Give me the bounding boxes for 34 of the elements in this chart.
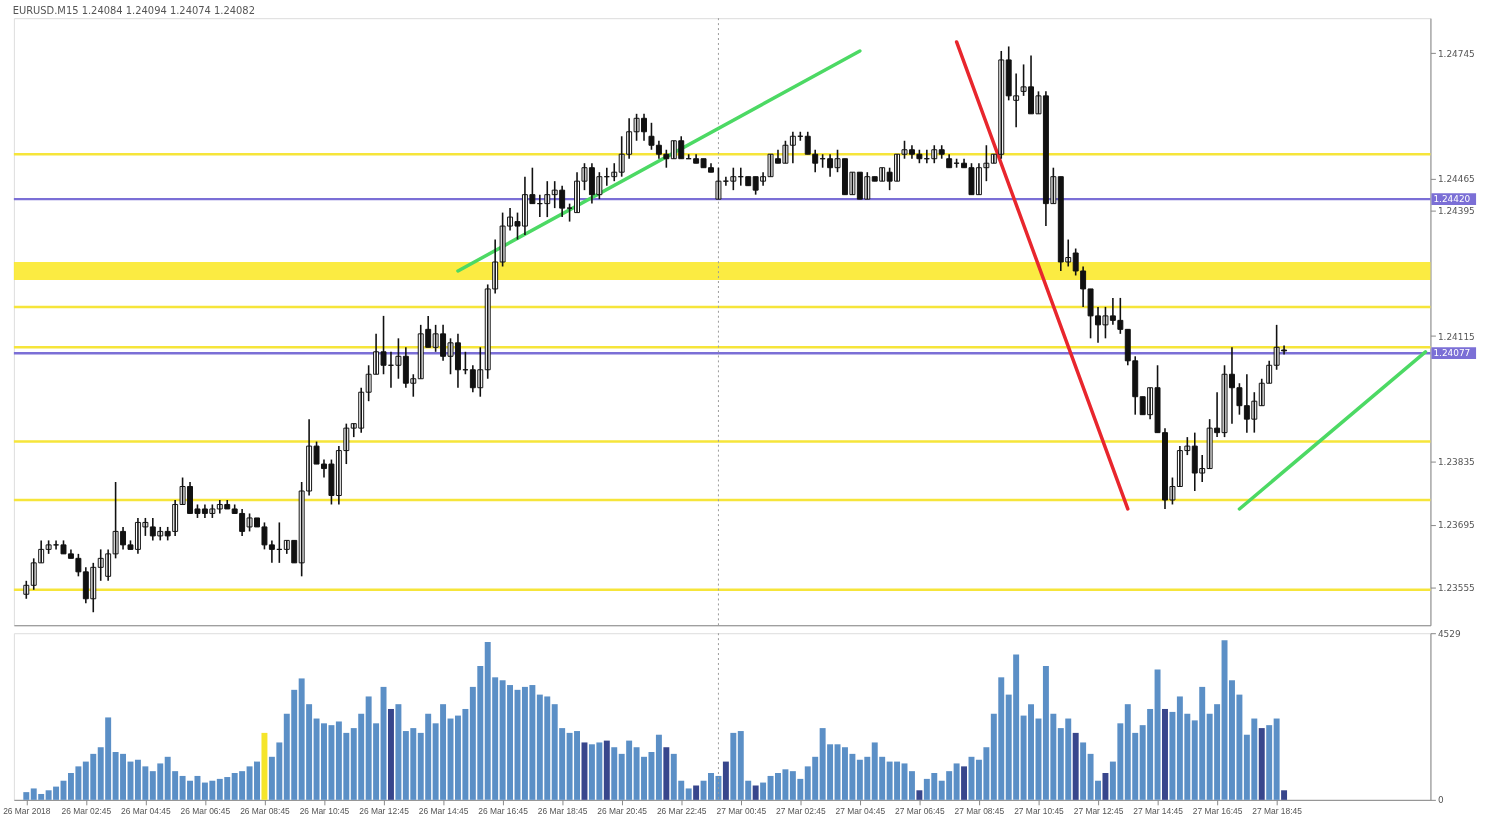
y-tick-label: 1.24465: [1437, 174, 1475, 185]
x-tick-label: 27 Mar 02:45: [775, 806, 826, 817]
x-tick-label: 26 Mar 02:45: [61, 806, 112, 817]
x-tick-label: 26 Mar 2018: [3, 806, 51, 817]
x-tick-label: 27 Mar 14:45: [1133, 806, 1184, 817]
x-tick-label: 26 Mar 06:45: [180, 806, 231, 817]
y-tick-label: 1.24745: [1437, 48, 1475, 59]
x-tick-label: 27 Mar 08:45: [954, 806, 1005, 817]
y-tick-label: 1.23695: [1437, 520, 1475, 531]
x-tick-label: 27 Mar 06:45: [895, 806, 946, 817]
x-tick-label: 27 Mar 16:45: [1192, 806, 1243, 817]
x-tick-label: 26 Mar 22:45: [656, 806, 707, 817]
y-tick-label: 1.24115: [1437, 331, 1475, 342]
x-tick-label: 26 Mar 14:45: [418, 806, 469, 817]
x-tick-label: 27 Mar 18:45: [1252, 806, 1303, 817]
x-tick-label: 26 Mar 20:45: [597, 806, 648, 817]
chart-title: EURUSD.M15 1.24084 1.24094 1.24074 1.24082: [12, 4, 255, 16]
x-tick-label: 26 Mar 12:45: [359, 806, 410, 817]
ref-line-label: 1.24077: [1433, 348, 1471, 359]
x-tick-label: 27 Mar 12:45: [1073, 806, 1124, 817]
x-tick-label: 26 Mar 08:45: [240, 806, 291, 817]
x-tick-label: 27 Mar 10:45: [1014, 806, 1065, 817]
x-tick-label: 27 Mar 04:45: [835, 806, 886, 817]
y-tick-label: 0: [1437, 795, 1444, 806]
ref-line-label: 1.24420: [1433, 194, 1471, 205]
x-tick-label: 26 Mar 18:45: [537, 806, 588, 817]
x-tick-label: 27 Mar 00:45: [716, 806, 767, 817]
y-tick-label: 1.23555: [1437, 583, 1475, 594]
y-tick-label: 1.24395: [1437, 205, 1475, 216]
x-tick-label: 26 Mar 16:45: [478, 806, 529, 817]
x-tick-label: 26 Mar 10:45: [299, 806, 350, 817]
y-tick-label: 4529: [1437, 628, 1461, 639]
y-tick-label: 1.23835: [1437, 457, 1475, 468]
x-tick-label: 26 Mar 04:45: [121, 806, 171, 817]
